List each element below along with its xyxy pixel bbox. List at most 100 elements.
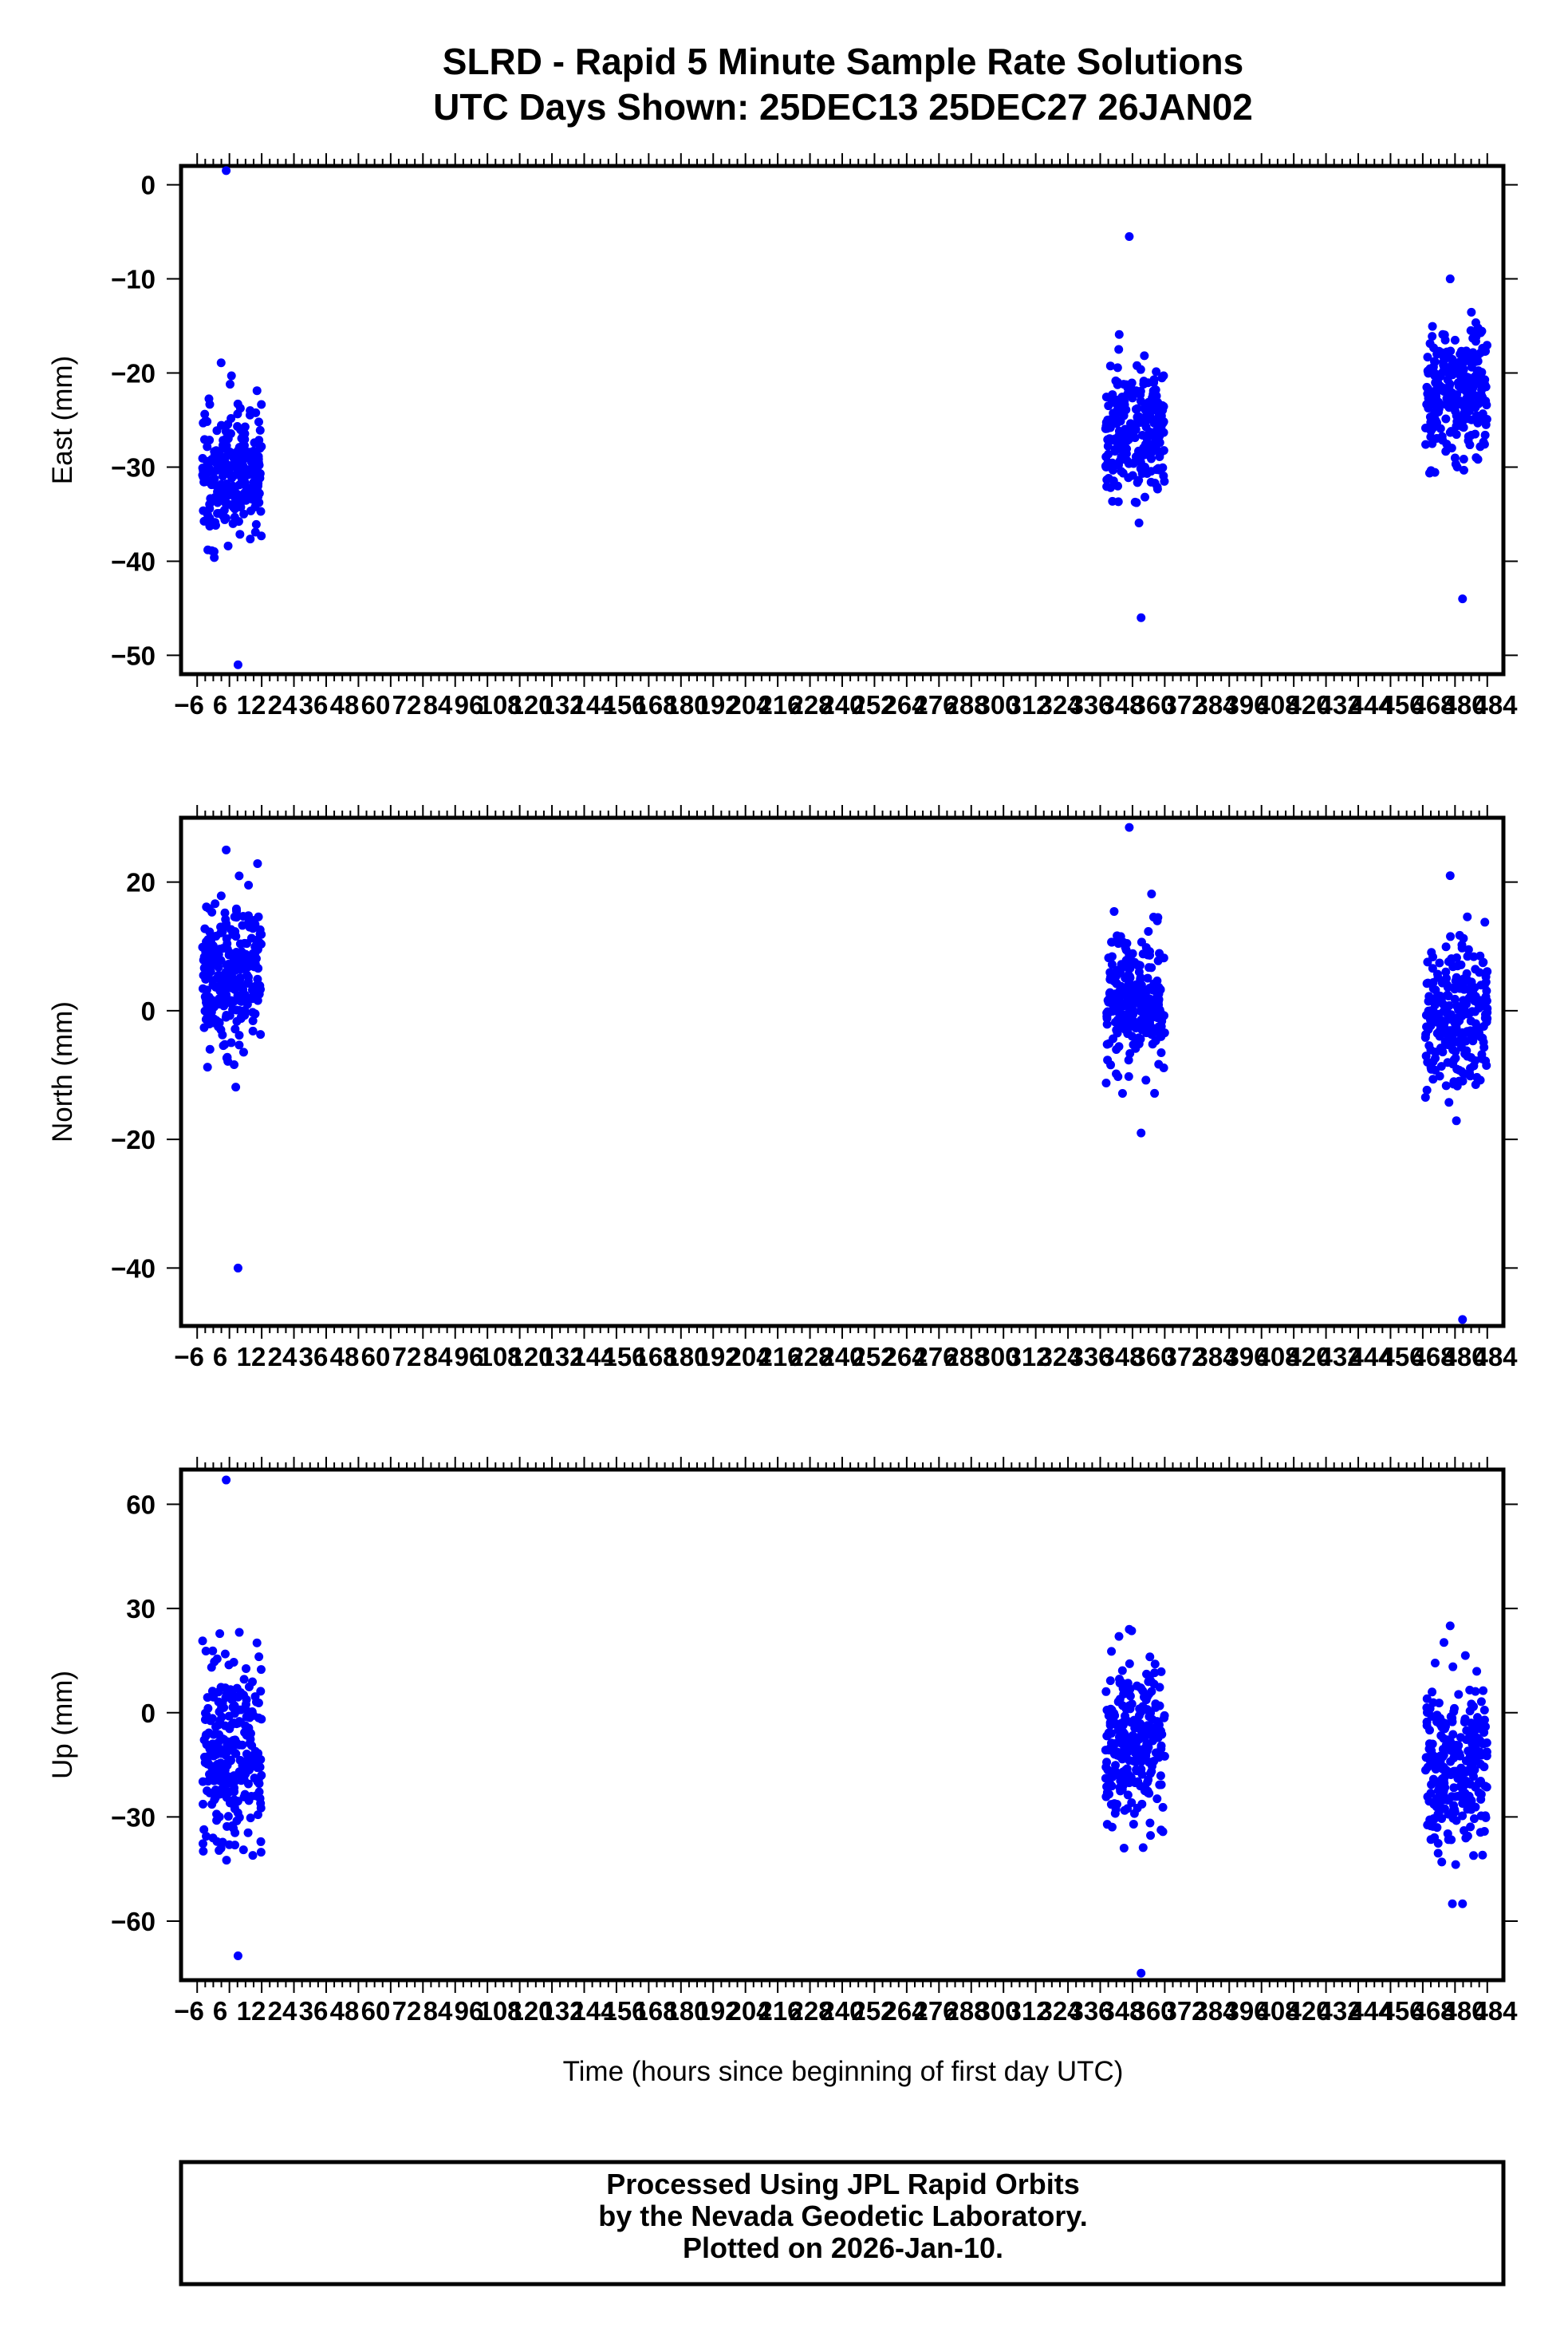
- data-point: [1434, 1699, 1444, 1708]
- data-point: [207, 907, 217, 917]
- data-point: [1420, 1032, 1430, 1042]
- data-point: [223, 1821, 232, 1831]
- data-point: [240, 1006, 250, 1016]
- data-point: [1136, 365, 1145, 374]
- x-tick-label: 240: [820, 1996, 864, 2026]
- data-point: [1117, 960, 1126, 969]
- data-point: [238, 984, 248, 994]
- east-panel: −6 6 12 24 36 48 60 72 84 96108120132144156168180…: [47, 153, 1518, 720]
- data-point: [1448, 1662, 1458, 1671]
- data-point: [1125, 1000, 1134, 1009]
- chart-subtitle: UTC Days Shown: 25DEC13 25DEC27 26JAN02: [433, 86, 1253, 128]
- x-tick-label: 48: [330, 690, 360, 720]
- data-point: [1479, 437, 1488, 447]
- data-point: [1458, 1076, 1468, 1086]
- data-point: [224, 1711, 234, 1721]
- data-point: [1105, 1676, 1115, 1686]
- x-tick-label: 156: [602, 1996, 646, 2026]
- data-point: [230, 1701, 239, 1711]
- x-tick-label: −6: [174, 690, 204, 720]
- x-tick-label: 252: [851, 690, 895, 720]
- data-point: [252, 935, 262, 945]
- data-point: [1111, 417, 1121, 427]
- x-tick-label: 480: [1442, 1342, 1486, 1371]
- data-point: [1437, 1044, 1447, 1054]
- data-point: [229, 974, 238, 984]
- x-tick-label: 480: [1442, 1996, 1486, 2026]
- data-point: [1127, 378, 1137, 388]
- data-point: [221, 914, 230, 924]
- x-tick-label: 48: [330, 1996, 360, 2026]
- x-tick-label: 96: [455, 690, 484, 720]
- data-point: [1111, 1761, 1121, 1770]
- data-point: [1482, 341, 1491, 350]
- data-point: [222, 845, 231, 854]
- data-point: [207, 957, 216, 966]
- data-point: [1145, 1652, 1155, 1662]
- data-point: [252, 386, 262, 396]
- data-point: [206, 1716, 215, 1726]
- data-point: [1463, 912, 1472, 921]
- data-point: [222, 166, 231, 176]
- data-point: [1141, 1075, 1151, 1085]
- x-tick-label: 408: [1255, 1996, 1299, 2026]
- data-point: [1140, 351, 1149, 361]
- data-point: [1155, 1751, 1164, 1761]
- data-point: [1159, 472, 1168, 481]
- data-point: [233, 1263, 242, 1273]
- x-tick-label: 216: [758, 690, 802, 720]
- data-point: [238, 1761, 247, 1770]
- data-point: [1104, 401, 1113, 411]
- data-point: [210, 947, 219, 957]
- data-point: [214, 1720, 223, 1730]
- data-point: [1475, 1075, 1485, 1085]
- data-point: [1439, 361, 1448, 370]
- data-point: [1433, 1849, 1443, 1858]
- data-point: [1466, 1759, 1475, 1769]
- data-point: [253, 996, 262, 1005]
- data-point: [207, 1663, 216, 1672]
- data-point: [1463, 1831, 1472, 1841]
- data-point: [1456, 1768, 1466, 1778]
- data-point: [1441, 414, 1451, 424]
- data-point: [236, 1012, 246, 1022]
- data-point: [1158, 1827, 1168, 1837]
- data-point: [246, 1734, 255, 1744]
- data-point: [236, 1687, 246, 1697]
- data-point: [1428, 322, 1437, 331]
- data-point: [230, 452, 240, 461]
- x-tick-label: 132: [540, 690, 584, 720]
- data-point: [1452, 1116, 1461, 1126]
- data-point: [1424, 468, 1434, 478]
- data-point: [1127, 1021, 1137, 1031]
- data-point: [200, 992, 210, 1001]
- data-point: [1111, 1770, 1121, 1779]
- x-tick-label: 336: [1069, 1996, 1113, 2026]
- data-point: [1101, 1762, 1111, 1772]
- data-point: [1444, 1098, 1454, 1107]
- data-point: [217, 1712, 227, 1722]
- data-point: [1159, 1063, 1168, 1072]
- data-point: [233, 1951, 242, 1961]
- data-point: [1463, 952, 1472, 961]
- data-point: [227, 1038, 236, 1048]
- data-point: [221, 1683, 230, 1693]
- data-point: [1458, 1811, 1468, 1821]
- data-point: [1156, 1771, 1165, 1781]
- data-point: [1474, 1004, 1483, 1013]
- x-tick-label: 372: [1162, 1342, 1206, 1371]
- data-point: [1463, 406, 1472, 416]
- data-point: [254, 1774, 263, 1784]
- data-point: [1113, 939, 1123, 949]
- y-tick-label: −20: [111, 1125, 156, 1154]
- data-point: [1423, 353, 1432, 362]
- x-tick-label: 84: [424, 690, 453, 720]
- data-point: [1143, 1021, 1152, 1031]
- data-point: [230, 996, 239, 1006]
- data-point: [1444, 957, 1453, 966]
- x-tick-label: 484: [1473, 690, 1518, 720]
- x-tick-label: 312: [1007, 1342, 1050, 1371]
- data-point: [215, 986, 225, 996]
- x-tick-label: 12: [237, 1342, 266, 1371]
- data-point: [1102, 1020, 1112, 1029]
